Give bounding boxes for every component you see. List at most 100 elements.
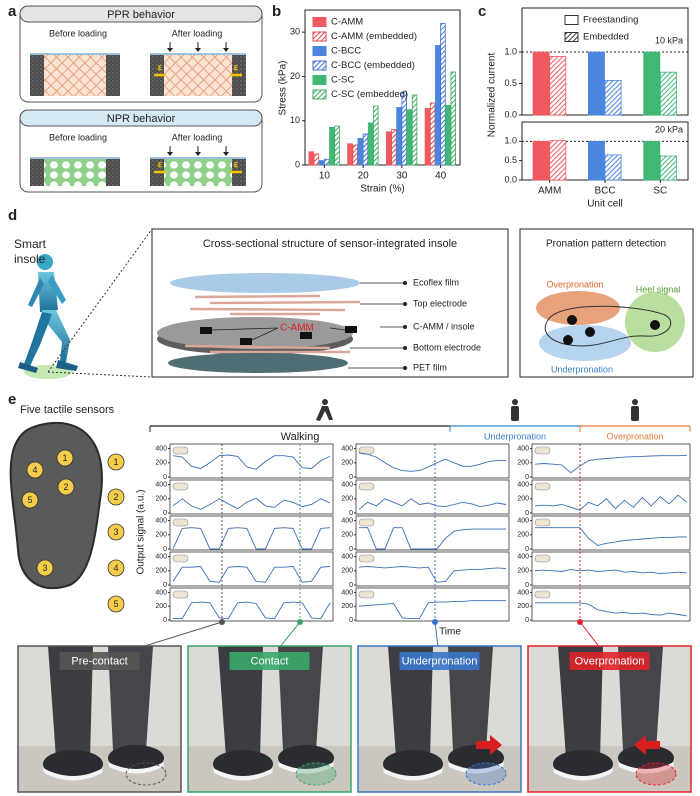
bar xyxy=(532,51,550,116)
signal-frame xyxy=(169,551,334,587)
legend-label: C-SC (embedded) xyxy=(331,89,408,100)
signal-line xyxy=(358,566,507,583)
y-tick-label: 0 xyxy=(349,546,353,553)
signal-line xyxy=(359,527,506,550)
plot-frame xyxy=(304,9,461,166)
signal-line xyxy=(172,497,331,510)
side-block xyxy=(30,158,44,186)
bar xyxy=(352,144,358,166)
y-tick-label: 200 xyxy=(155,603,167,610)
legend-swatch xyxy=(312,75,327,85)
panel-label: c xyxy=(478,3,486,20)
legend-label: C-BCC (embedded) xyxy=(331,60,415,71)
foot-icon xyxy=(534,590,551,599)
signal-line xyxy=(173,601,331,620)
photo-label-box xyxy=(569,652,650,670)
photo-border xyxy=(357,645,522,793)
behavior-title-bar xyxy=(19,109,263,127)
side-block xyxy=(106,158,120,186)
load-arrow-head xyxy=(223,48,229,52)
y-tick-label: 0 xyxy=(525,510,529,517)
y-tick-label: 0 xyxy=(349,617,353,624)
timeline xyxy=(149,399,691,432)
trouser-leg xyxy=(218,646,263,758)
signal-line xyxy=(358,498,507,510)
pattern-block xyxy=(44,158,106,186)
y-tick-label: 200 xyxy=(155,568,167,575)
foot-icon xyxy=(358,518,375,527)
shoe-sole xyxy=(448,762,504,774)
y-tick-label: 0 xyxy=(163,582,167,589)
before-label: Before loading xyxy=(49,132,107,142)
pronation-map xyxy=(536,291,685,361)
bar xyxy=(334,125,340,166)
legend-label: Embedded xyxy=(583,32,629,43)
shoe xyxy=(278,745,334,771)
layer-label: Ecoflex film xyxy=(413,277,459,287)
y-tick-label: 0 xyxy=(295,159,300,169)
bar xyxy=(396,107,402,166)
trouser-leg xyxy=(558,646,603,758)
signal-frame xyxy=(531,479,691,515)
bar xyxy=(347,143,353,166)
shoe-sole xyxy=(383,768,443,781)
legend-swatch xyxy=(564,15,579,25)
contact-highlight xyxy=(465,762,507,786)
bar xyxy=(440,22,446,166)
bar xyxy=(362,133,369,166)
side-block xyxy=(30,54,44,96)
y-tick-label: 0 xyxy=(163,510,167,517)
y-tick-label: 200 xyxy=(155,496,167,503)
bar xyxy=(549,140,567,181)
bar xyxy=(532,140,550,181)
y-tick-label: 0.0 xyxy=(504,174,517,184)
foot-icon xyxy=(172,446,189,455)
sensor-row-dot xyxy=(107,453,125,471)
photo-label: Overpronation xyxy=(575,655,645,667)
x-tick-label: 20 xyxy=(358,171,370,182)
x-tick-label: 10 xyxy=(319,171,331,182)
y-axis-label: Output signal (a.u.) xyxy=(136,489,147,574)
x-axis-label: Strain (%) xyxy=(360,184,404,195)
trouser-leg xyxy=(388,646,433,758)
y-tick-label: 200 xyxy=(517,568,529,575)
shoe-sole xyxy=(213,768,273,781)
bar xyxy=(385,131,392,166)
x-tick-label: SC xyxy=(653,186,667,197)
y-tick-label: 200 xyxy=(155,460,167,467)
legend-label: C-BCC xyxy=(331,46,361,57)
zoom-line xyxy=(47,371,153,378)
layer-label: PET film xyxy=(413,362,447,372)
trouser-leg xyxy=(448,646,493,751)
foot-icon xyxy=(534,482,551,491)
y-tick-label: 400 xyxy=(517,517,529,524)
contact-highlight xyxy=(635,762,677,786)
panel-label: b xyxy=(272,3,281,20)
y-tick-label: 400 xyxy=(155,481,167,488)
foot-icon xyxy=(358,590,375,599)
bar xyxy=(659,155,677,181)
sensor-number: 5 xyxy=(27,495,32,505)
shoe-sole xyxy=(278,762,334,774)
legend-label: C-AMM (embedded) xyxy=(331,31,417,42)
bar xyxy=(391,129,397,166)
bar xyxy=(429,102,436,166)
bar xyxy=(406,109,413,166)
photo-label: Contact xyxy=(251,655,289,667)
photo-border xyxy=(17,645,182,793)
shoe xyxy=(108,745,164,771)
signal-frame xyxy=(531,551,691,587)
foot-icon xyxy=(172,590,189,599)
legend-swatch xyxy=(564,32,579,42)
side-block xyxy=(106,54,120,96)
sensor-dot xyxy=(56,449,74,467)
legend-label: Freestanding xyxy=(583,15,638,26)
y-tick-label: 400 xyxy=(155,553,167,560)
y-tick-label: 1.0 xyxy=(504,136,517,146)
y-tick-label: 200 xyxy=(517,496,529,503)
y-tick-label: 0 xyxy=(163,546,167,553)
cross-section-box xyxy=(151,228,509,378)
signal-frame xyxy=(531,587,691,622)
signal-line xyxy=(172,527,331,550)
